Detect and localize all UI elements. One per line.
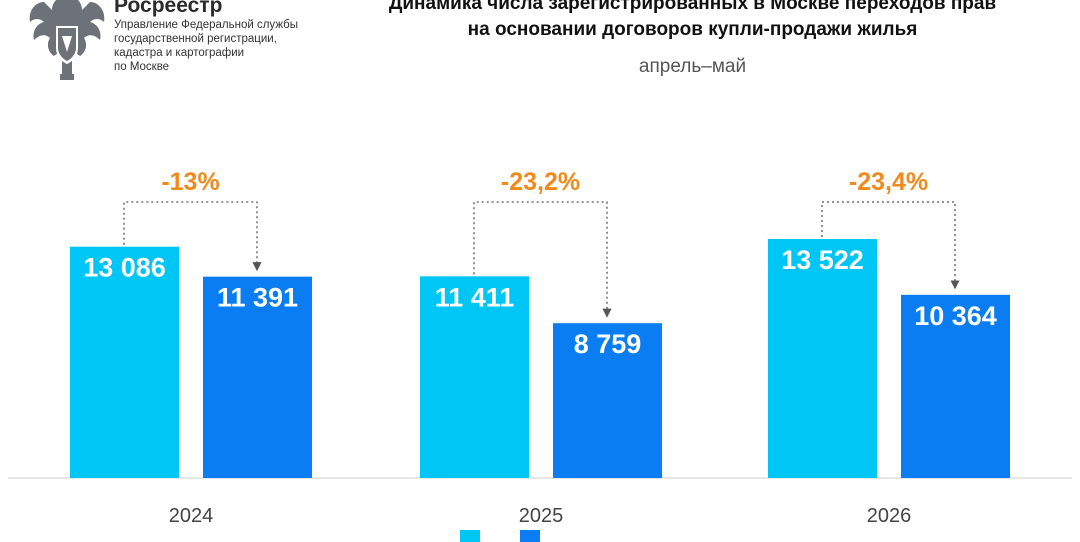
chart-subtitle: апрель–май bbox=[638, 56, 747, 77]
x-tick-label-2024: 2024 bbox=[169, 505, 214, 527]
bar-may-2026 bbox=[901, 294, 1010, 478]
logo-organization: Управление Федеральной службы государств… bbox=[114, 19, 298, 73]
change-bracket-2026 bbox=[821, 201, 960, 290]
x-tick-label-2026: 2026 bbox=[867, 505, 912, 527]
change-label-2024: -13% bbox=[161, 168, 219, 196]
bar-value-label-april-2025: 11 411 bbox=[435, 282, 515, 312]
bar-may-2025 bbox=[553, 323, 662, 478]
bar-value-label-may-2026: 10 364 bbox=[914, 301, 997, 331]
x-tick-label-2025: 2025 bbox=[519, 505, 564, 527]
change-bracket-2025 bbox=[473, 201, 612, 318]
bar-april-2024 bbox=[70, 246, 179, 478]
logo-name: Росреестр bbox=[114, 0, 223, 17]
chart-title: Динамика числа зарегистрированных в Моск… bbox=[388, 0, 997, 40]
change-label-2026: -23,4% bbox=[849, 168, 928, 196]
legend-swatch-april bbox=[460, 530, 480, 542]
change-bracket-2024 bbox=[123, 201, 262, 272]
bar-april-2026 bbox=[768, 239, 877, 478]
legend bbox=[460, 530, 540, 542]
bar-value-label-may-2025: 8 759 bbox=[574, 329, 642, 359]
change-label-2025: -23,2% bbox=[501, 168, 580, 196]
bar-value-label-may-2024: 11 391 bbox=[217, 283, 298, 313]
rosreestr-emblem-icon bbox=[29, 0, 105, 80]
legend-item-april bbox=[460, 530, 480, 542]
bar-value-label-april-2026: 13 522 bbox=[781, 245, 864, 275]
bar-value-label-april-2024: 13 086 bbox=[83, 253, 166, 283]
bar-may-2024 bbox=[203, 276, 312, 478]
bar-april-2025 bbox=[420, 276, 529, 478]
legend-swatch-may bbox=[520, 530, 540, 542]
legend-item-may bbox=[520, 530, 540, 542]
